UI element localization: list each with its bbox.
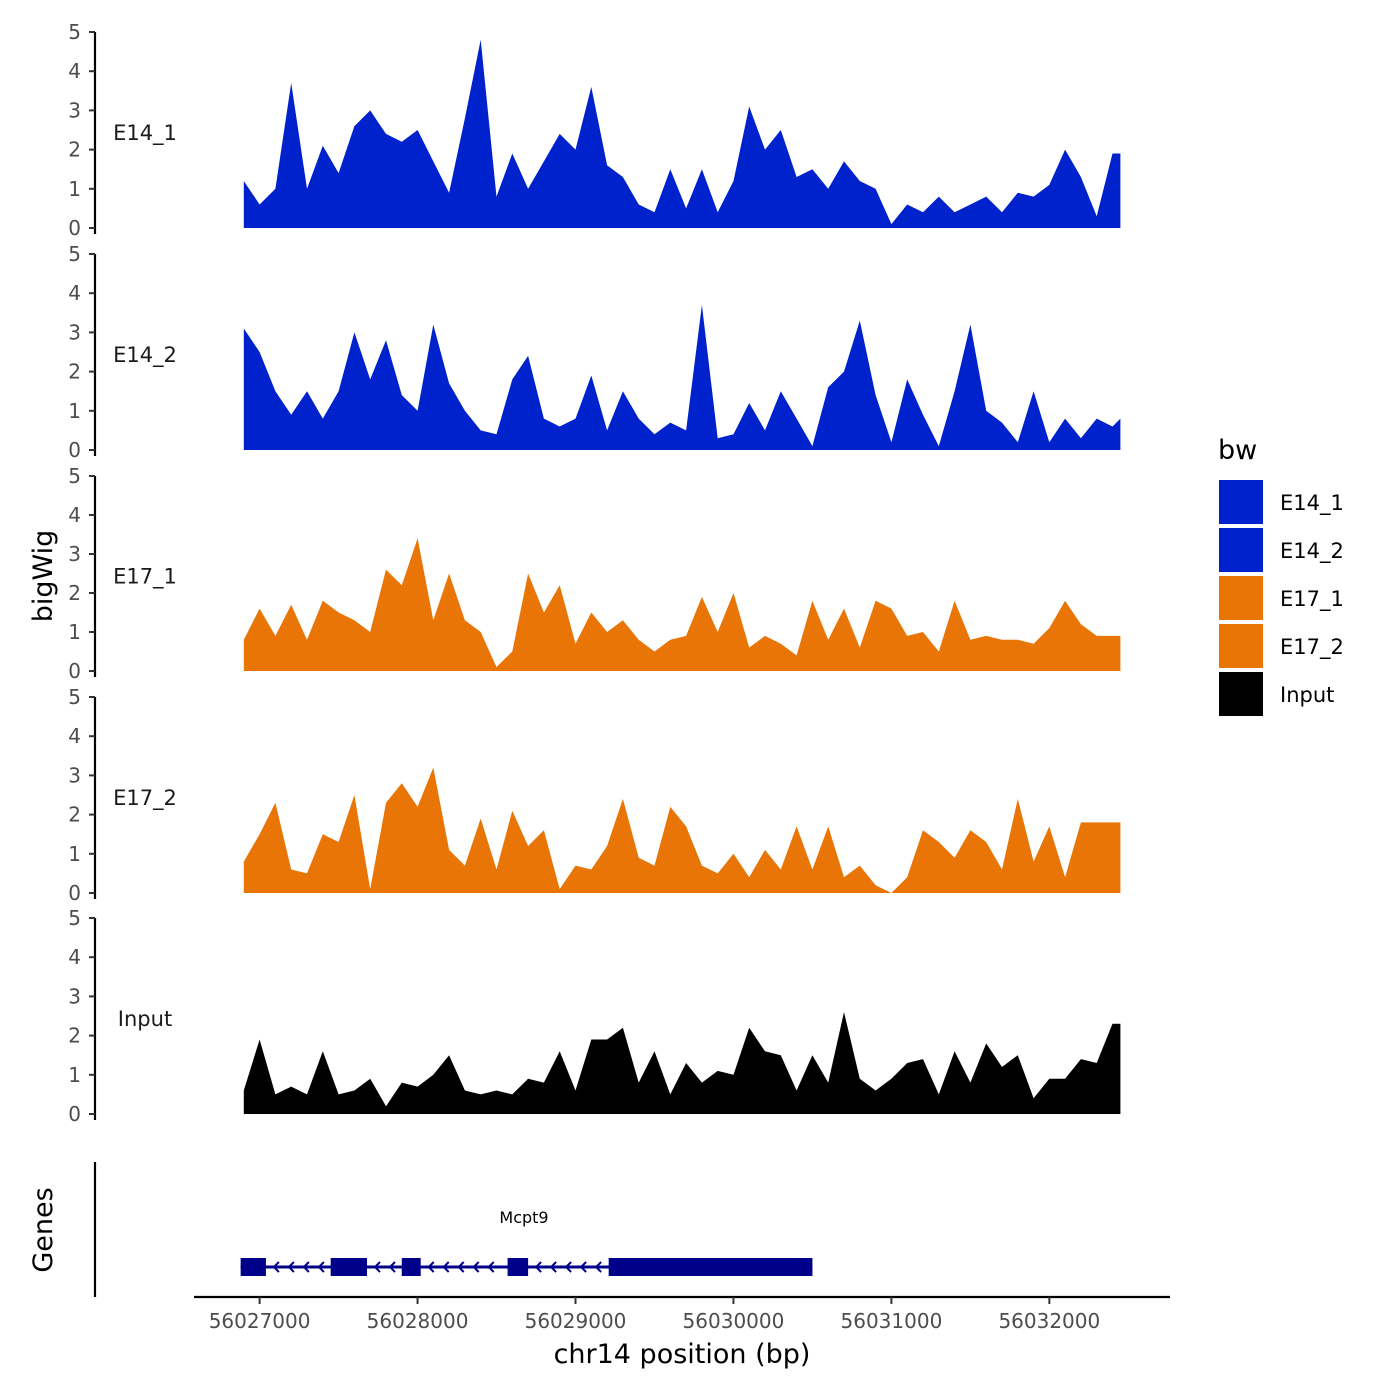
track-e17-2: 0 1 2 3 4 5 E17_2: [68, 685, 1121, 905]
legend-label: E17_1: [1280, 587, 1344, 612]
gene-exon: [507, 1258, 529, 1276]
strand-arrow: [388, 1261, 396, 1273]
x-tick-label: 56032000: [998, 1309, 1100, 1333]
x-tick-label: 56027000: [209, 1309, 311, 1333]
x-tick-label: 56031000: [841, 1309, 943, 1333]
x-tick-label: 56030000: [683, 1309, 785, 1333]
legend-key: [1219, 480, 1263, 524]
track-label: E14_1: [113, 121, 177, 146]
genes-axis-title: Genes: [28, 1187, 59, 1272]
gene-exon: [608, 1258, 813, 1276]
coverage-tracks: 0 1 2 3 4 5 E14_1 0 1 2 3 4 5 E14_2 0 1 2 3 4 5 E17_1 0 1 2 3 4 5 E…: [68, 20, 1121, 1126]
strand-arrow: [317, 1261, 325, 1273]
strand-arrow: [373, 1261, 381, 1273]
y-tick-label: 0: [68, 881, 81, 905]
legend-label: E14_2: [1280, 539, 1344, 564]
y-tick-label: 4: [68, 59, 81, 83]
strand-arrow: [457, 1261, 465, 1273]
gene-exon: [240, 1258, 266, 1276]
y-tick-label: 1: [68, 399, 81, 423]
coverage-area: [243, 767, 1121, 893]
strand-arrow: [594, 1261, 602, 1273]
legend-title: bw: [1218, 435, 1257, 466]
y-tick-label: 0: [68, 438, 81, 462]
strand-arrow: [272, 1261, 280, 1273]
y-tick-label: 4: [68, 724, 81, 748]
legend-label: Input: [1280, 683, 1334, 707]
strand-arrow: [549, 1261, 557, 1273]
y-tick-label: 5: [68, 464, 81, 488]
y-tick-label: 2: [68, 1024, 81, 1048]
track-input: 0 1 2 3 4 5 Input: [68, 906, 1121, 1126]
legend: bw E14_1 E14_2 E17_1 E17_2 Input: [1218, 435, 1344, 716]
legend-label: E17_2: [1280, 635, 1344, 660]
y-tick-label: 1: [68, 842, 81, 866]
gene-mcpt9: Mcpt9: [240, 1208, 813, 1276]
y-tick-label: 4: [68, 281, 81, 305]
y-tick-label: 1: [68, 1063, 81, 1087]
track-label: Input: [118, 1007, 172, 1031]
y-tick-label: 0: [68, 1102, 81, 1126]
y-tick-label: 3: [68, 320, 81, 344]
legend-key: [1219, 672, 1263, 716]
track-label: E17_1: [113, 565, 177, 590]
y-tick-label: 5: [68, 906, 81, 930]
y-tick-label: 4: [68, 503, 81, 527]
gene-exon: [401, 1258, 421, 1276]
strand-arrow: [534, 1261, 542, 1273]
x-tick-label: 56028000: [367, 1309, 469, 1333]
strand-arrow: [472, 1261, 480, 1273]
coverage-area: [243, 39, 1121, 228]
track-label: E14_2: [113, 343, 177, 368]
strand-arrow: [427, 1261, 435, 1273]
y-tick-label: 2: [68, 581, 81, 605]
legend-key: [1219, 624, 1263, 668]
x-axis: 56027000 56028000 56029000 56030000 56031000…: [194, 1295, 1170, 1333]
strand-arrow: [487, 1261, 495, 1273]
gene-name-label: Mcpt9: [499, 1208, 548, 1227]
y-tick-label: 2: [68, 138, 81, 162]
x-tick-label: 56029000: [525, 1309, 627, 1333]
y-tick-label: 1: [68, 177, 81, 201]
track-e14-1: 0 1 2 3 4 5 E14_1: [68, 20, 1121, 240]
strand-arrow: [287, 1261, 295, 1273]
y-tick-label: 0: [68, 216, 81, 240]
y-tick-label: 3: [68, 763, 81, 787]
y-tick-label: 2: [68, 803, 81, 827]
coverage-area: [243, 538, 1121, 671]
gene-track: Mcpt9: [93, 1162, 813, 1297]
y-tick-label: 5: [68, 20, 81, 44]
strand-arrow: [302, 1261, 310, 1273]
x-axis-title: chr14 position (bp): [554, 1339, 811, 1370]
y-tick-label: 3: [68, 98, 81, 122]
y-tick-label: 1: [68, 620, 81, 644]
y-tick-label: 3: [68, 542, 81, 566]
gene-exon: [330, 1258, 368, 1276]
y-tick-label: 3: [68, 984, 81, 1008]
strand-arrow: [442, 1261, 450, 1273]
coverage-area: [243, 1012, 1121, 1114]
legend-key: [1219, 576, 1263, 620]
strand-arrow: [564, 1261, 572, 1273]
track-e17-1: 0 1 2 3 4 5 E17_1: [68, 464, 1121, 683]
strand-arrow: [579, 1261, 587, 1273]
legend-key: [1219, 528, 1263, 572]
track-label: E17_2: [113, 786, 177, 811]
y-tick-label: 4: [68, 945, 81, 969]
y-tick-label: 2: [68, 360, 81, 384]
y-axis-title: bigWig: [28, 530, 59, 623]
y-tick-label: 5: [68, 685, 81, 709]
track-e14-2: 0 1 2 3 4 5 E14_2: [68, 242, 1121, 462]
coverage-area: [243, 305, 1121, 450]
legend-label: E14_1: [1280, 491, 1344, 516]
y-tick-label: 5: [68, 242, 81, 266]
y-tick-label: 0: [68, 659, 81, 683]
